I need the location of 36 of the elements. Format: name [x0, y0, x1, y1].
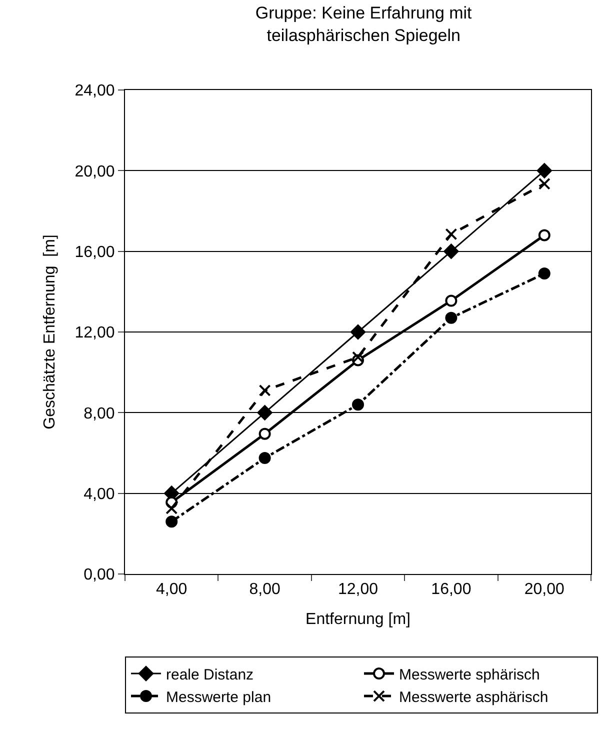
point — [258, 452, 271, 464]
chart-title: Gruppe: Keine Erfahrung mit teilasphärischen Spiegeln — [255, 4, 472, 45]
point — [538, 268, 550, 280]
x-tick-label: 20,00 — [524, 581, 565, 598]
y-tick-label: 16,00 — [74, 244, 115, 261]
y-tick-label: 4,00 — [84, 486, 115, 503]
point — [445, 228, 458, 240]
legend-label: Messwerte asphärisch — [399, 688, 548, 706]
point — [350, 324, 366, 340]
point — [257, 405, 272, 420]
legend-label: reale Distanz — [166, 666, 254, 684]
point — [538, 229, 550, 242]
x-tick-label: 8,00 — [249, 581, 280, 598]
point — [258, 384, 271, 396]
legend-label: Messwerte plan — [166, 688, 272, 706]
y-tick-label: 0,00 — [84, 566, 115, 584]
y-axis-title: Geschätzte Entfernung [m] — [42, 234, 59, 430]
point — [444, 244, 459, 259]
point — [166, 516, 178, 528]
y-tick-label: 20,00 — [74, 163, 115, 180]
y-tick-label: 8,00 — [84, 405, 115, 422]
y-tick-label: 24,00 — [74, 82, 115, 100]
x-tick-label: 16,00 — [431, 581, 472, 598]
point — [258, 428, 271, 440]
legend-label: Messwerte sphärisch — [399, 666, 540, 684]
point — [352, 351, 364, 364]
point — [445, 294, 458, 307]
point — [352, 398, 364, 411]
x-tick-label: 12,00 — [338, 581, 378, 598]
y-tick-label: 12,00 — [74, 324, 115, 342]
point — [166, 502, 178, 514]
x-tick-label: 4,00 — [156, 581, 188, 598]
point — [536, 163, 552, 178]
point — [538, 178, 550, 190]
x-axis-title: Entfernung [m] — [306, 610, 410, 628]
point — [445, 312, 458, 324]
